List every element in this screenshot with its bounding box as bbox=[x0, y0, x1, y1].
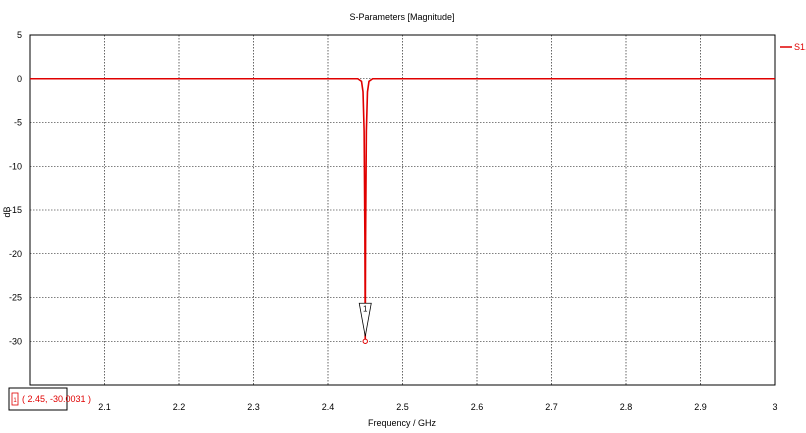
x-tick-label: 2.6 bbox=[471, 402, 484, 412]
x-tick-label: 2.9 bbox=[694, 402, 707, 412]
marker-readout-icon-label: 1 bbox=[13, 398, 17, 404]
y-axis-label: dB bbox=[2, 206, 12, 217]
x-tick-label: 2.1 bbox=[98, 402, 111, 412]
y-tick-label: -10 bbox=[9, 161, 22, 171]
y-tick-label: 5 bbox=[17, 30, 22, 40]
x-tick-label: 2.7 bbox=[545, 402, 558, 412]
x-tick-label: 2.3 bbox=[247, 402, 260, 412]
chart-title: S-Parameters [Magnitude] bbox=[349, 12, 454, 22]
y-tick-label: -30 bbox=[9, 336, 22, 346]
marker-readout-text: ( 2.45, -30.0031 ) bbox=[22, 394, 91, 404]
x-tick-label: 3 bbox=[772, 402, 777, 412]
x-tick-label: 2.4 bbox=[322, 402, 335, 412]
marker-layer: 1 bbox=[358, 302, 372, 344]
y-tick-label: -25 bbox=[9, 293, 22, 303]
marker-point bbox=[362, 338, 368, 344]
y-tick-label: 0 bbox=[17, 74, 22, 84]
y-tick-label: -20 bbox=[9, 249, 22, 259]
grid-lines bbox=[30, 35, 775, 385]
x-tick-label: 2.8 bbox=[620, 402, 633, 412]
y-tick-label: -5 bbox=[14, 118, 22, 128]
marker-triangle[interactable] bbox=[358, 302, 372, 337]
x-tick-label: 2.2 bbox=[173, 402, 186, 412]
legend-label-s11: S1,1 bbox=[794, 42, 806, 52]
x-tick-label: 2.5 bbox=[396, 402, 409, 412]
marker-readout[interactable]: 1 ( 2.45, -30.0031 ) bbox=[8, 387, 91, 411]
marker-readout-icon bbox=[11, 392, 19, 406]
tick-labels: 2.1 2.2 2.3 2.4 2.5 2.6 2.7 2.8 2.9 3 5 0 -5 -10 -15 -2… bbox=[9, 30, 778, 412]
legend: S1,1 bbox=[780, 42, 806, 52]
readout-box bbox=[8, 387, 68, 411]
y-tick-label: -15 bbox=[9, 205, 22, 215]
marker-label: 1 bbox=[363, 304, 368, 313]
x-axis-label: Frequency / GHz bbox=[368, 418, 437, 428]
